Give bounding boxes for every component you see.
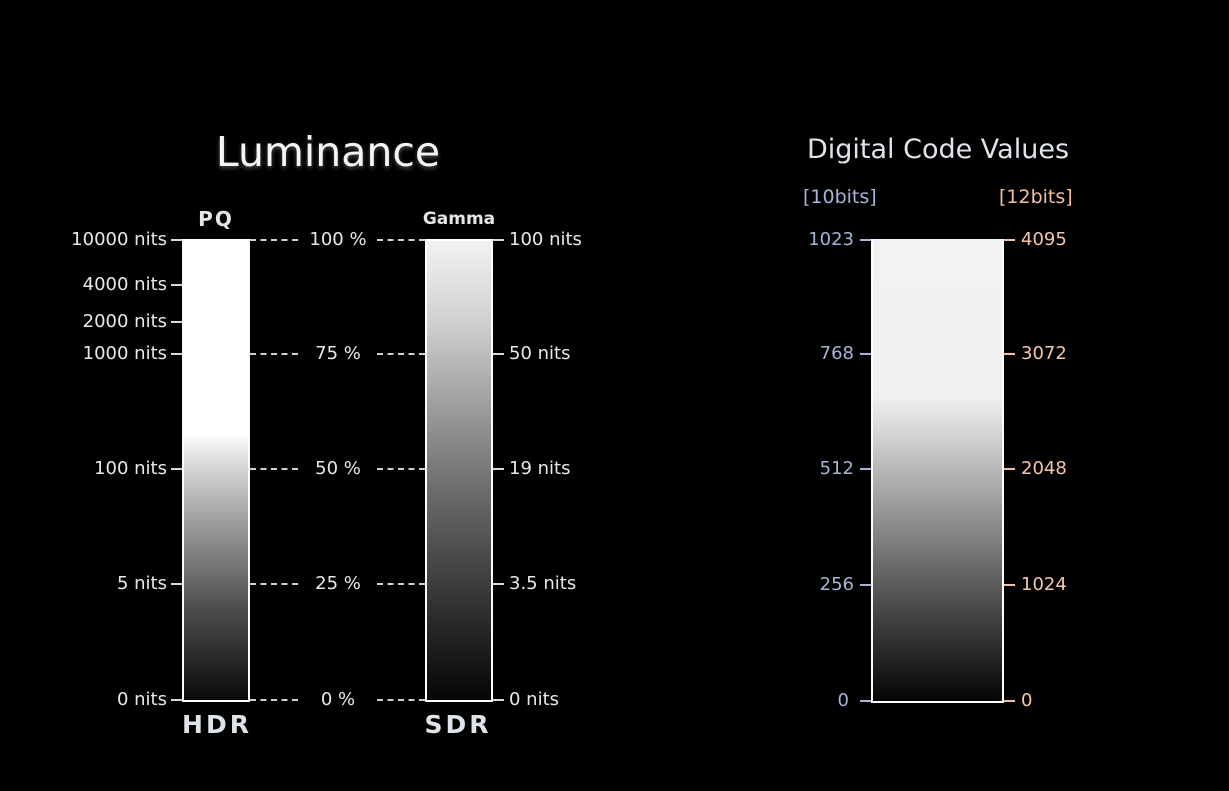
bits10-header: [10bits] xyxy=(803,186,877,208)
pq-label: 10000 nits xyxy=(71,229,167,250)
bits10-tick xyxy=(860,239,871,241)
pq-label: 4000 nits xyxy=(82,274,167,295)
pq-tick xyxy=(171,321,182,323)
bits10-tick xyxy=(860,468,871,470)
pq-tick xyxy=(171,699,182,701)
digital-code-values-title: Digital Code Values xyxy=(806,134,1070,165)
pq-tick xyxy=(171,239,182,241)
bits10-label: 256 xyxy=(819,574,854,595)
bits12-label: 1024 xyxy=(1021,574,1067,595)
percent-label: 0 % xyxy=(320,689,356,710)
gamma-label: 0 nits xyxy=(509,689,560,710)
bits10-tick xyxy=(860,353,871,355)
hdr-caption: HDR xyxy=(182,710,252,739)
percent-label: 75 % xyxy=(315,343,361,364)
bits12-tick xyxy=(1004,239,1015,241)
bits10-label: 0 xyxy=(837,690,849,711)
connector-dash xyxy=(250,583,298,585)
pq-label: 1000 nits xyxy=(82,343,167,364)
pq-hdr-gradient-bar xyxy=(182,239,250,702)
connector-dash xyxy=(377,583,425,585)
bits10-label: 1023 xyxy=(808,229,854,250)
luminance-title: Luminance xyxy=(215,128,441,176)
bits12-tick xyxy=(1004,584,1015,586)
sdr-caption: SDR xyxy=(424,710,492,739)
gamma-label: 19 nits xyxy=(509,458,571,479)
gamma-tick xyxy=(493,353,504,355)
gamma-caption: Gamma xyxy=(422,209,496,229)
gamma-label: 50 nits xyxy=(509,343,571,364)
gamma-label: 100 nits xyxy=(509,229,582,250)
connector-dash xyxy=(377,468,425,470)
gamma-label: 3.5 nits xyxy=(509,573,577,594)
code-values-gradient-bar xyxy=(871,239,1004,703)
percent-label: 100 % xyxy=(309,229,367,250)
bits12-label: 4095 xyxy=(1021,229,1067,250)
bits12-tick xyxy=(1004,468,1015,470)
bits12-tick xyxy=(1004,353,1015,355)
bits12-tick xyxy=(1004,700,1015,702)
gamma-sdr-gradient-bar xyxy=(425,239,493,702)
bits12-header: [12bits] xyxy=(999,186,1073,208)
pq-tick xyxy=(171,468,182,470)
pq-tick xyxy=(171,583,182,585)
percent-label: 50 % xyxy=(315,458,361,479)
pq-label: 5 nits xyxy=(116,573,167,594)
connector-dash xyxy=(377,353,425,355)
pq-label: 2000 nits xyxy=(82,311,167,332)
bits10-label: 512 xyxy=(819,458,854,479)
gamma-tick xyxy=(493,583,504,585)
connector-dash xyxy=(250,468,298,470)
connector-dash xyxy=(377,239,425,241)
connector-dash xyxy=(250,699,298,701)
connector-dash xyxy=(250,239,298,241)
percent-label: 25 % xyxy=(315,573,361,594)
pq-caption: PQ xyxy=(198,207,234,231)
bits12-label: 2048 xyxy=(1021,458,1067,479)
bits10-tick xyxy=(860,700,871,702)
pq-label: 0 nits xyxy=(116,689,167,710)
gamma-tick xyxy=(493,239,504,241)
pq-tick xyxy=(171,284,182,286)
connector-dash xyxy=(250,353,298,355)
bits10-label: 768 xyxy=(819,343,854,364)
pq-label: 100 nits xyxy=(94,458,167,479)
gamma-tick xyxy=(493,699,504,701)
bits10-tick xyxy=(860,584,871,586)
gamma-tick xyxy=(493,468,504,470)
bits12-label: 0 xyxy=(1021,690,1033,711)
bits12-label: 3072 xyxy=(1021,343,1067,364)
pq-tick xyxy=(171,353,182,355)
connector-dash xyxy=(377,699,425,701)
